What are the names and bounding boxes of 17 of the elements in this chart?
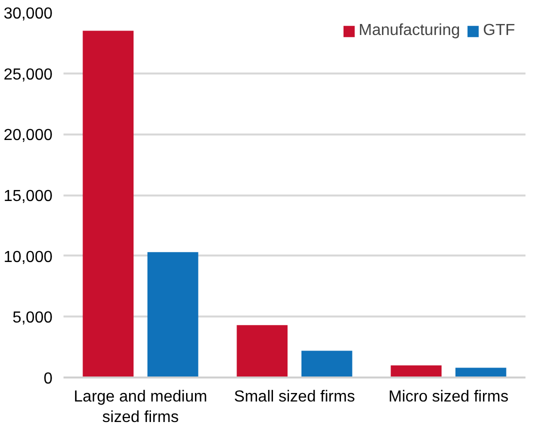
x-tick-label: Large and medium sized firms [74,388,208,426]
legend-label: Manufacturing [358,22,460,40]
y-tick-label: 15,000 [4,188,53,205]
bar [236,325,288,378]
bar [82,30,134,378]
x-tick-label: Micro sized firms [388,388,509,406]
y-tick-label: 20,000 [4,127,53,144]
x-tick-label: Small sized firms [234,388,355,406]
legend-label: GTF [483,22,515,40]
bar [301,350,352,378]
bar [390,365,442,378]
y-tick-label: 10,000 [4,248,53,266]
bar [147,252,198,378]
y-tick-label: 30,000 [4,6,53,22]
y-tick-label: 5,000 [12,310,53,327]
y-tick-label: 25,000 [4,66,53,84]
y-tick-label: 0 [44,370,53,388]
